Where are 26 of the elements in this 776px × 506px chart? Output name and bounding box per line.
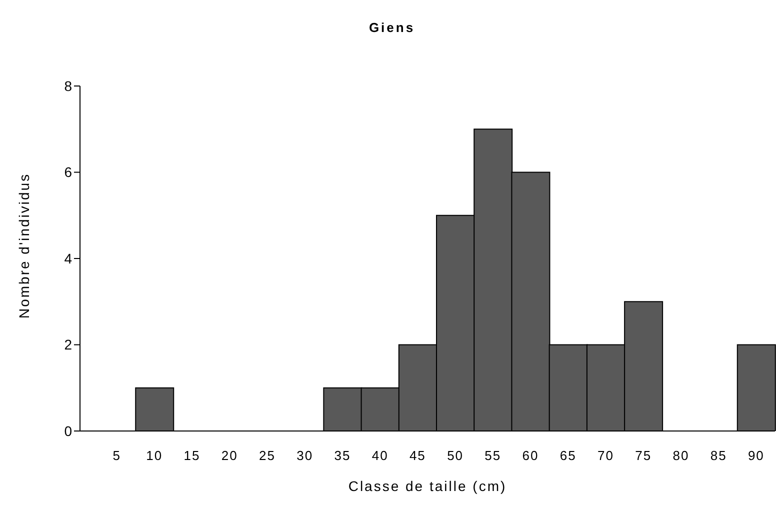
x-tick-label: 75 (635, 448, 652, 464)
x-tick-label: 5 (112, 448, 121, 464)
x-tick-label: 25 (259, 448, 276, 464)
x-tick-label: 40 (372, 448, 388, 464)
x-axis-title: Classe de taille (cm) (348, 478, 507, 494)
x-tick-label: 70 (598, 448, 614, 464)
y-tick-label: 2 (64, 336, 72, 353)
y-tick-label: 6 (64, 164, 72, 180)
x-tick-label: 10 (146, 448, 163, 464)
x-tick-label: 30 (296, 448, 314, 464)
x-tick-label: 15 (184, 448, 200, 464)
y-tick-label: 0 (64, 422, 72, 439)
x-tick-label: 60 (522, 448, 539, 464)
x-tick-label: 65 (560, 448, 576, 464)
x-tick-label: 50 (447, 448, 464, 464)
x-tick-label: 35 (334, 448, 351, 464)
x-tick-label: 55 (484, 448, 502, 464)
chart-title: Giens (368, 20, 416, 35)
x-tick-label: 45 (409, 448, 426, 464)
y-tick-label: 8 (64, 78, 72, 94)
x-tick-label: 80 (672, 448, 690, 464)
x-tick-label: 90 (748, 448, 764, 464)
y-axis-title: Nombre d'individus (16, 172, 32, 318)
x-tick-label: 20 (221, 448, 238, 464)
x-tick-label: 85 (710, 448, 727, 464)
y-tick-label: 4 (64, 250, 72, 266)
